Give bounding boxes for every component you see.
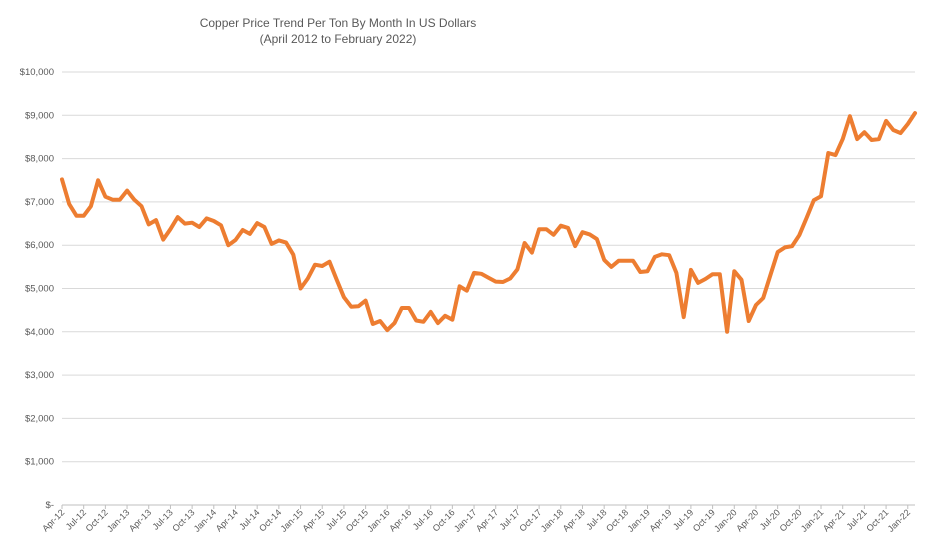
x-tick-label: Apr-14: [214, 507, 240, 533]
x-tick-label: Oct-19: [691, 507, 717, 533]
x-tick-label: Oct-15: [344, 507, 370, 533]
x-tick-label: Oct-14: [257, 507, 283, 533]
x-tick-label: Oct-20: [778, 507, 804, 533]
x-tick-label: Jan-19: [625, 507, 652, 534]
x-tick-label: Jan-17: [452, 507, 479, 534]
x-tick-label: Apr-18: [561, 507, 587, 533]
y-tick-label: $1,000: [25, 457, 54, 468]
x-tick-label: Jan-16: [365, 507, 392, 534]
x-tick-label: Oct-21: [864, 507, 890, 533]
x-axis: Apr-12Jul-12Oct-12Jan-13Apr-13Jul-13Oct-…: [40, 504, 915, 534]
x-tick-label: Apr-20: [734, 507, 760, 533]
chart-subtitle: (April 2012 to February 2022): [260, 32, 417, 46]
y-axis: $- $1,000 $2,000 $3,000 $4,000 $5,000 $6,000 $7…: [20, 67, 54, 511]
y-tick-label: $6,000: [25, 240, 54, 251]
x-tick-label: Oct-17: [517, 507, 543, 533]
y-tick-label: $10,000: [20, 67, 54, 78]
y-tick-label: $9,000: [25, 110, 54, 121]
x-tick-label: Jan-13: [105, 507, 132, 534]
x-tick-label: Apr-15: [300, 507, 326, 533]
y-tick-label: $2,000: [25, 413, 54, 424]
price-line: [60, 111, 917, 334]
x-tick-label: Apr-13: [127, 507, 153, 533]
price-series: [60, 111, 917, 334]
y-tick-label: $8,000: [25, 154, 54, 165]
x-tick-label: Apr-12: [40, 507, 66, 533]
x-tick-label: Oct-12: [84, 507, 110, 533]
chart-title: Copper Price Trend Per Ton By Month In U…: [200, 16, 477, 30]
y-tick-label: $5,000: [25, 284, 54, 295]
y-tick-label: $-: [46, 500, 54, 511]
x-tick-label: Oct-18: [604, 507, 630, 533]
x-tick-label: Apr-21: [821, 507, 847, 533]
x-tick-label: Jan-21: [799, 507, 826, 534]
x-tick-label: Jan-15: [278, 507, 305, 534]
x-tick-label: Jan-22: [886, 507, 913, 534]
x-tick-label: Apr-19: [647, 507, 673, 533]
x-tick-label: Jan-18: [539, 507, 566, 534]
y-tick-label: $4,000: [25, 327, 54, 338]
x-tick-label: Jan-20: [712, 507, 739, 534]
y-tick-label: $7,000: [25, 197, 54, 208]
y-tick-label: $3,000: [25, 370, 54, 381]
gridlines: [62, 71, 915, 463]
x-tick-label: Jan-14: [192, 507, 219, 534]
x-tick-label: Oct-13: [170, 507, 196, 533]
x-tick-label: Apr-16: [387, 507, 413, 533]
x-tick-label: Oct-16: [431, 507, 457, 533]
x-tick-label: Apr-17: [474, 507, 500, 533]
